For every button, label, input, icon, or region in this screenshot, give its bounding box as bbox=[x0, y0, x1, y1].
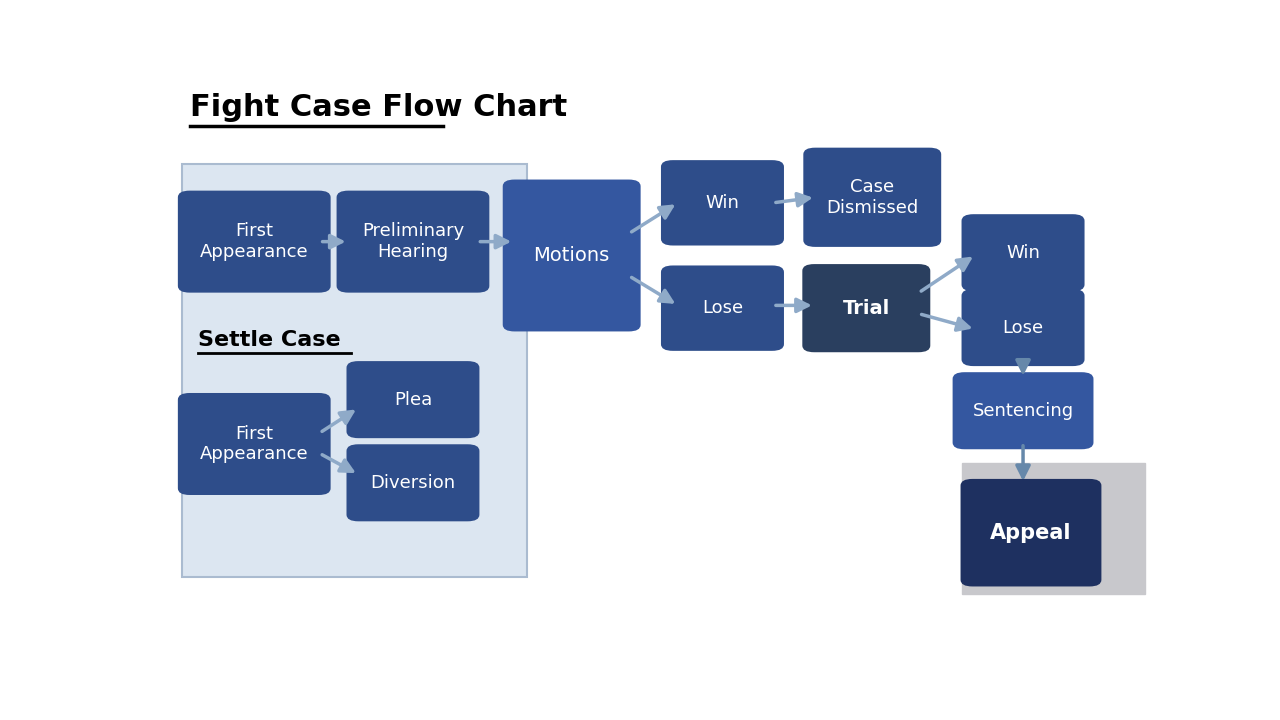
FancyBboxPatch shape bbox=[952, 372, 1093, 449]
FancyBboxPatch shape bbox=[803, 264, 931, 352]
FancyBboxPatch shape bbox=[337, 191, 489, 292]
Text: Lose: Lose bbox=[1002, 318, 1043, 336]
FancyBboxPatch shape bbox=[182, 164, 527, 577]
FancyBboxPatch shape bbox=[347, 361, 480, 438]
FancyBboxPatch shape bbox=[804, 148, 941, 247]
FancyBboxPatch shape bbox=[660, 160, 783, 246]
Text: Trial: Trial bbox=[842, 299, 890, 318]
Text: Preliminary
Hearing: Preliminary Hearing bbox=[362, 222, 465, 261]
Text: First
Appearance: First Appearance bbox=[200, 222, 308, 261]
Text: Plea: Plea bbox=[394, 391, 433, 409]
Text: Settle Case: Settle Case bbox=[197, 330, 340, 350]
Text: Diversion: Diversion bbox=[370, 474, 456, 492]
Text: Fight Case Flow Chart: Fight Case Flow Chart bbox=[189, 94, 567, 122]
Text: Win: Win bbox=[1006, 243, 1039, 261]
Text: Case
Dismissed: Case Dismissed bbox=[826, 178, 918, 217]
Text: Motions: Motions bbox=[534, 246, 609, 265]
FancyBboxPatch shape bbox=[961, 464, 1146, 594]
FancyBboxPatch shape bbox=[503, 179, 640, 331]
FancyBboxPatch shape bbox=[347, 444, 480, 521]
Text: Lose: Lose bbox=[701, 300, 742, 317]
Text: First
Appearance: First Appearance bbox=[200, 425, 308, 464]
Text: Win: Win bbox=[705, 194, 740, 212]
FancyBboxPatch shape bbox=[960, 479, 1101, 587]
FancyBboxPatch shape bbox=[178, 191, 330, 292]
Text: Sentencing: Sentencing bbox=[973, 402, 1074, 420]
FancyBboxPatch shape bbox=[961, 214, 1084, 292]
Text: Appeal: Appeal bbox=[991, 523, 1071, 543]
FancyBboxPatch shape bbox=[961, 289, 1084, 366]
FancyBboxPatch shape bbox=[178, 393, 330, 495]
FancyBboxPatch shape bbox=[660, 266, 783, 351]
